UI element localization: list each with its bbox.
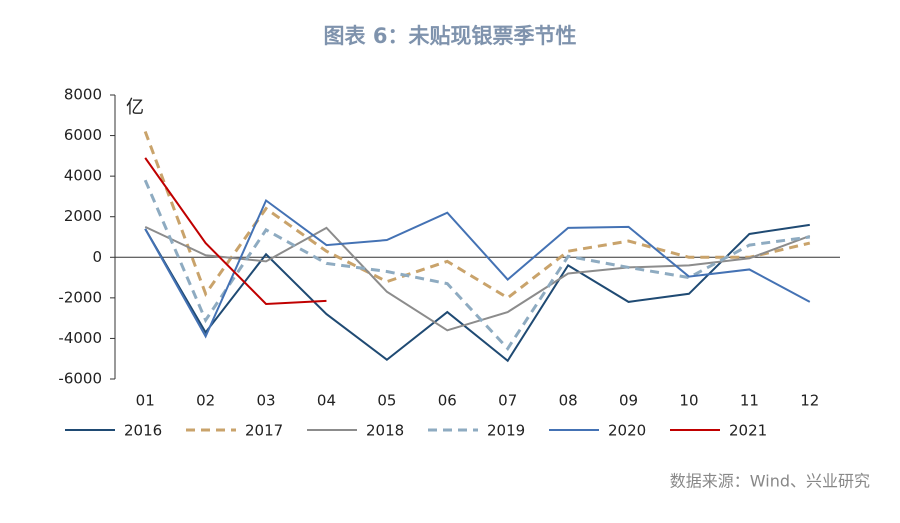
y-tick-label: -4000 [58,329,102,347]
legend-label: 2018 [366,422,404,440]
x-tick-label: 02 [196,392,215,410]
series-line [143,179,810,351]
x-tick-label: 04 [317,392,336,410]
source-note: 数据来源：Wind、兴业研究 [670,472,870,491]
x-tick-label: 07 [498,392,517,410]
y-tick-label: 2000 [64,207,102,225]
x-tick-label: 03 [256,392,275,410]
series-line [144,157,327,305]
y-tick-label: 6000 [64,126,102,144]
y-tick-label: 4000 [64,167,102,185]
legend-label: 2020 [608,422,646,440]
series-line [144,225,811,332]
x-tick-label: 10 [679,392,698,410]
y-tick-label: -2000 [58,288,102,306]
series-line [144,223,810,363]
legend-label: 2017 [245,422,283,440]
x-tick-label: 08 [559,392,578,410]
legend-label: 2019 [487,422,525,440]
series-line [144,198,811,339]
chart-title: 图表 6：未贴现银票季节性 [324,24,577,48]
x-tick-label: 12 [800,392,819,410]
x-tick-label: 05 [377,392,396,410]
y-tick-label: 0 [92,248,102,266]
x-tick-label: 06 [438,392,457,410]
y-tick-label: -6000 [58,370,102,388]
y-tick-label: 8000 [64,86,102,104]
y-axis-label: 亿 [126,97,144,118]
legend-label: 2021 [729,422,767,440]
legend-label: 2016 [124,422,162,440]
x-tick-label: 09 [619,392,638,410]
x-tick-label: 01 [136,392,155,410]
x-tick-label: 11 [740,392,759,410]
